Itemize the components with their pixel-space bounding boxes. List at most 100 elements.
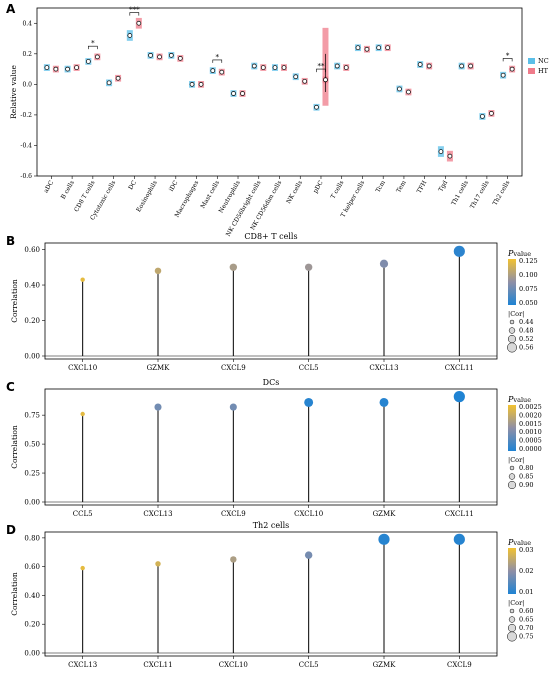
median-point [210, 68, 216, 73]
y-tick-label: 0.50 [24, 441, 40, 449]
median-point [251, 63, 257, 69]
x-tick-label: CXCL13 [68, 661, 97, 669]
median-point [240, 91, 245, 96]
y-tick-label: -0.6 [20, 173, 32, 180]
y-tick-label: 0.20 [24, 621, 40, 629]
cor-legend-entry: 0.85 [519, 473, 533, 481]
x-tick-label: CXCL9 [447, 661, 472, 669]
lollipop-point [379, 259, 389, 268]
pvalue-legend-tick: 0.050 [519, 299, 538, 307]
significance-label: * [216, 53, 220, 61]
significance-bracket [212, 59, 223, 63]
cor-legend-symbol [507, 334, 517, 344]
lollipop-point [304, 263, 313, 271]
median-point [157, 54, 162, 60]
y-tick-label: 0.25 [24, 469, 40, 477]
median-point [376, 45, 382, 51]
median-point [489, 111, 494, 116]
x-tick-label: CXCL13 [143, 510, 172, 518]
median-point [343, 65, 349, 70]
median-point [355, 45, 361, 51]
x-tick-label: CXCL9 [221, 510, 246, 518]
cor-legend-symbol [509, 608, 515, 614]
y-tick-label: 0.40 [24, 281, 40, 289]
cor-legend-title: |Cor| [508, 456, 524, 464]
lollipop-point [304, 397, 314, 407]
x-tick-label: CXCL10 [68, 364, 97, 372]
pvalue-legend-tick: 0.03 [519, 546, 533, 554]
y-tick-label: 0.20 [24, 317, 40, 325]
y-tick-label: 0.60 [24, 563, 40, 571]
y-tick-label: 0.2 [22, 51, 32, 58]
pvalue-legend-tick: 0.125 [519, 257, 538, 265]
x-tick-label: CXCL13 [369, 364, 398, 372]
median-point [334, 63, 340, 69]
median-point [364, 46, 370, 52]
median-point [438, 149, 444, 154]
x-tick-label: CCL5 [299, 661, 319, 669]
median-point [480, 114, 485, 119]
x-tick-label: Th2 cells [492, 180, 512, 207]
cor-legend-entry: 0.60 [519, 607, 533, 615]
median-point [500, 72, 506, 78]
median-point [168, 52, 174, 58]
cor-legend-entry: 0.75 [519, 633, 533, 641]
x-tick-label: GZMK [147, 364, 171, 372]
panel-letter-c: C [6, 380, 15, 394]
median-point [136, 20, 142, 26]
y-axis-title: Correlation [10, 279, 19, 323]
cor-legend-entry: 0.90 [519, 481, 533, 489]
x-tick-label: T cells [330, 180, 346, 201]
cor-legend-entry: 0.56 [519, 344, 533, 352]
median-point [85, 59, 91, 64]
y-tick-label: -0.4 [20, 142, 32, 149]
x-tick-label: Mast cells [199, 180, 221, 210]
plot-frame [44, 242, 498, 360]
x-tick-label: Th1 cells [450, 180, 470, 207]
chart-title: DCs [263, 378, 280, 387]
pvalue-legend-tick: 0.0020 [519, 411, 542, 419]
lollipop-point [155, 561, 161, 567]
legend: NC HT [528, 57, 549, 75]
panel-letter-d: D [6, 523, 16, 537]
lollipop-point [230, 556, 237, 563]
pvalue-legend-title: Pvalue [507, 249, 531, 258]
y-tick-label: 0.00 [24, 352, 40, 360]
y-tick-label: 0.40 [24, 592, 40, 600]
x-tick-label: CXCL9 [221, 364, 246, 372]
median-point [106, 80, 112, 86]
cor-legend-symbol [507, 480, 517, 490]
legend-entry: NC [538, 57, 549, 65]
x-tick-label: iDC [168, 179, 180, 193]
panel-letter-a: A [6, 2, 16, 16]
x-tick-label: Eosinophils [135, 180, 159, 214]
median-point [148, 52, 153, 58]
x-tick-label: CXCL11 [445, 364, 474, 372]
median-point [509, 66, 515, 72]
pvalue-legend-tick: 0.0000 [519, 445, 542, 453]
lollipop-point [453, 245, 465, 257]
median-point [189, 82, 195, 87]
x-tick-label: TFH [416, 180, 429, 195]
y-tick-label: 0.80 [24, 534, 40, 542]
x-tick-label: GZMK [373, 510, 397, 518]
panel-a-boxplot: A -0.6 -0.4 -0.2 0.0 0.2 0.4 Relative value aDC B… [6, 2, 549, 238]
pvalue-legend-tick: 0.0015 [519, 420, 542, 428]
x-tick-label: CCL5 [73, 510, 93, 518]
lollipop-point [154, 403, 162, 411]
x-tick-label: DC [127, 179, 138, 191]
pvalue-legend-title: Pvalue [507, 538, 531, 547]
pvalue-legend-tick: 0.01 [519, 588, 533, 596]
median-point [302, 78, 308, 84]
significance-bracket [88, 45, 98, 50]
significance-label: ** [317, 63, 325, 71]
panel-d-lollipop: D Th2 cells 0.00 0.20 0.40 0.60 0.80 Correlatio… [6, 521, 533, 669]
legend-swatch [528, 58, 535, 64]
y-tick-label: 0.0 [22, 81, 32, 88]
median-point [198, 82, 204, 87]
cor-legend-symbol [507, 623, 517, 633]
cor-legend-symbol [507, 342, 517, 353]
lollipop-point [80, 411, 85, 417]
median-point [397, 86, 402, 92]
lollipop-point [304, 551, 313, 559]
